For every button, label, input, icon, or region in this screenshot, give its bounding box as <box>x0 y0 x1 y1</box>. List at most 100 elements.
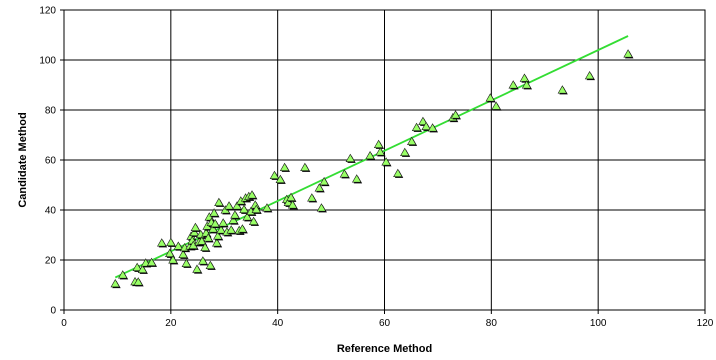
data-point-marker <box>251 204 262 213</box>
data-point-marker <box>450 110 461 119</box>
data-point <box>365 150 376 161</box>
data-point <box>178 249 189 259</box>
data-point <box>110 278 121 289</box>
data-point <box>251 204 262 214</box>
data-point <box>203 233 214 243</box>
data-point-marker <box>400 147 410 156</box>
y-tick-label: 80 <box>45 106 57 117</box>
data-point-marker <box>375 147 385 156</box>
data-point-marker <box>181 258 192 267</box>
data-point-marker <box>205 260 216 269</box>
data-point <box>230 210 241 220</box>
data-point <box>345 153 356 163</box>
data-point-marker <box>242 212 252 221</box>
data-point-marker <box>316 203 327 212</box>
data-point <box>557 85 568 95</box>
data-point-marker <box>373 139 384 148</box>
data-point <box>411 122 422 132</box>
data-point-marker <box>352 174 362 183</box>
data-point <box>287 200 299 210</box>
y-axis-tick-labels: 0 20 40 60 80 100 120 <box>39 6 64 317</box>
data-point-marker <box>208 224 218 233</box>
data-point-marker <box>287 200 298 209</box>
data-point-marker <box>178 249 188 258</box>
data-point-marker <box>214 197 224 206</box>
data-point-marker <box>418 116 428 125</box>
data-point-marker <box>279 162 290 171</box>
data-point-marker <box>232 201 242 210</box>
data-point-marker <box>213 231 223 240</box>
data-point <box>352 174 363 184</box>
x-tick-label: 40 <box>272 318 284 329</box>
data-point <box>521 80 532 90</box>
data-point <box>118 270 129 280</box>
data-point <box>212 238 223 248</box>
y-axis-title: Candidate Method <box>17 112 29 207</box>
data-point-marker <box>166 237 176 246</box>
data-point-marker <box>165 248 175 257</box>
data-point-marker <box>224 201 234 210</box>
data-point <box>519 73 530 83</box>
data-point-marker <box>283 197 294 206</box>
data-point-marker <box>519 73 530 82</box>
data-point <box>133 277 144 287</box>
data-point-marker <box>216 225 226 234</box>
x-axis-title: Reference Method <box>337 343 432 355</box>
data-point <box>200 242 211 252</box>
data-point <box>166 237 177 247</box>
data-point-marker <box>132 262 142 271</box>
data-point <box>157 238 168 248</box>
data-point <box>209 208 220 218</box>
data-point-marker <box>189 227 200 236</box>
data-point-marker <box>345 153 356 162</box>
data-point-marker <box>168 255 178 264</box>
data-point <box>189 227 200 237</box>
data-point-marker <box>230 210 240 219</box>
y-tick-label: 0 <box>50 306 56 317</box>
data-point <box>427 123 438 133</box>
data-point-marker <box>521 80 532 89</box>
data-point <box>262 203 273 213</box>
y-tick-label: 60 <box>45 156 57 167</box>
data-point <box>218 218 229 228</box>
data-point-marker <box>157 238 167 247</box>
data-point-marker <box>307 193 317 202</box>
data-point <box>205 260 216 270</box>
data-point-marker <box>197 236 207 245</box>
data-point-marker <box>190 222 201 231</box>
data-point <box>491 101 502 111</box>
data-point <box>198 256 209 266</box>
data-point <box>275 174 286 184</box>
data-point <box>623 49 634 59</box>
data-point-marker <box>381 157 391 166</box>
data-point-marker <box>365 150 375 160</box>
data-point-marker <box>411 122 422 131</box>
data-point <box>316 203 327 213</box>
data-point-marker <box>314 183 325 192</box>
data-point <box>307 193 318 203</box>
data-point-marker <box>218 218 228 227</box>
data-point-marker <box>237 224 248 233</box>
data-point <box>248 216 260 226</box>
data-point-marker <box>557 85 568 94</box>
data-point <box>247 190 258 200</box>
data-point <box>208 224 219 234</box>
data-point <box>279 162 291 172</box>
data-point <box>224 201 235 211</box>
data-point <box>584 70 596 81</box>
data-point <box>228 215 239 225</box>
data-point-marker <box>133 277 143 286</box>
data-point-marker <box>192 264 202 273</box>
y-tick-label: 40 <box>45 206 57 217</box>
data-point <box>373 139 385 149</box>
data-point-marker <box>226 225 236 234</box>
data-point-marker <box>173 241 184 250</box>
data-point <box>314 183 325 193</box>
data-point-marker <box>247 190 257 199</box>
data-point <box>339 169 350 179</box>
data-point-marker <box>198 256 208 265</box>
data-points <box>110 49 634 289</box>
data-point <box>181 258 192 268</box>
data-point <box>400 147 411 157</box>
